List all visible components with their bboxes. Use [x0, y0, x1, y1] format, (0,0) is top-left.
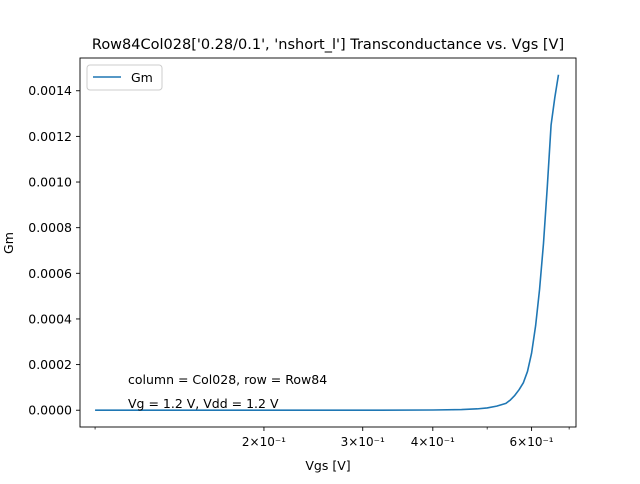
x-axis: 2×10⁻¹ 3×10⁻¹ 4×10⁻¹ 6×10⁻¹	[94, 427, 570, 449]
x-tick-label: 3×10⁻¹	[341, 435, 385, 449]
series-layer	[95, 74, 560, 412]
legend-label-gm: Gm	[131, 70, 153, 85]
y-tick-label: 0.0010	[28, 175, 72, 190]
legend-box	[86, 64, 163, 91]
annotation-location: column = Col028, row = Row84	[128, 372, 327, 387]
series-line-gm	[95, 74, 560, 412]
annotation-voltages: Vg = 1.2 V, Vdd = 1.2 V	[128, 396, 279, 411]
y-tick-label: 0.0014	[28, 83, 72, 98]
x-axis-label: Vgs [V]	[305, 458, 350, 473]
y-axis: 0.0000 0.0002 0.0004 0.0006 0.0008 0.0010 0.00…	[28, 83, 80, 418]
plot-frame	[79, 57, 577, 428]
y-tick-label: 0.0008	[28, 220, 72, 235]
y-tick-label: 0.0002	[28, 357, 72, 372]
x-tick-label: 4×10⁻¹	[411, 435, 455, 449]
plot-area	[80, 58, 576, 427]
y-tick-label: 0.0006	[28, 266, 72, 281]
legend: Gm	[86, 64, 163, 91]
y-tick-label: 0.0004	[28, 311, 72, 326]
x-tick-label: 2×10⁻¹	[242, 435, 286, 449]
chart-title: Row84Col028['0.28/0.1', 'nshort_l'] Tran…	[92, 37, 564, 53]
y-tick-label: 0.0012	[28, 129, 72, 144]
y-tick-label: 0.0000	[28, 403, 72, 418]
x-tick-label: 6×10⁻¹	[510, 435, 554, 449]
y-axis-label: Gm	[1, 232, 16, 254]
